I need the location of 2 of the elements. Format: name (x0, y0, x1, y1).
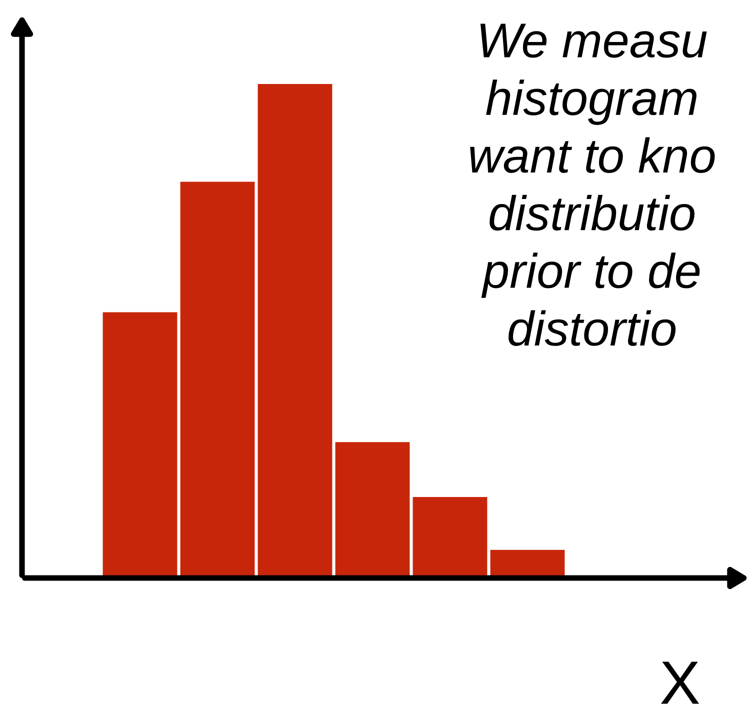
annotation: We measu histogram want to kno distributio prior to de distortio (470, 24, 715, 346)
x-axis-title: X (660, 662, 700, 704)
